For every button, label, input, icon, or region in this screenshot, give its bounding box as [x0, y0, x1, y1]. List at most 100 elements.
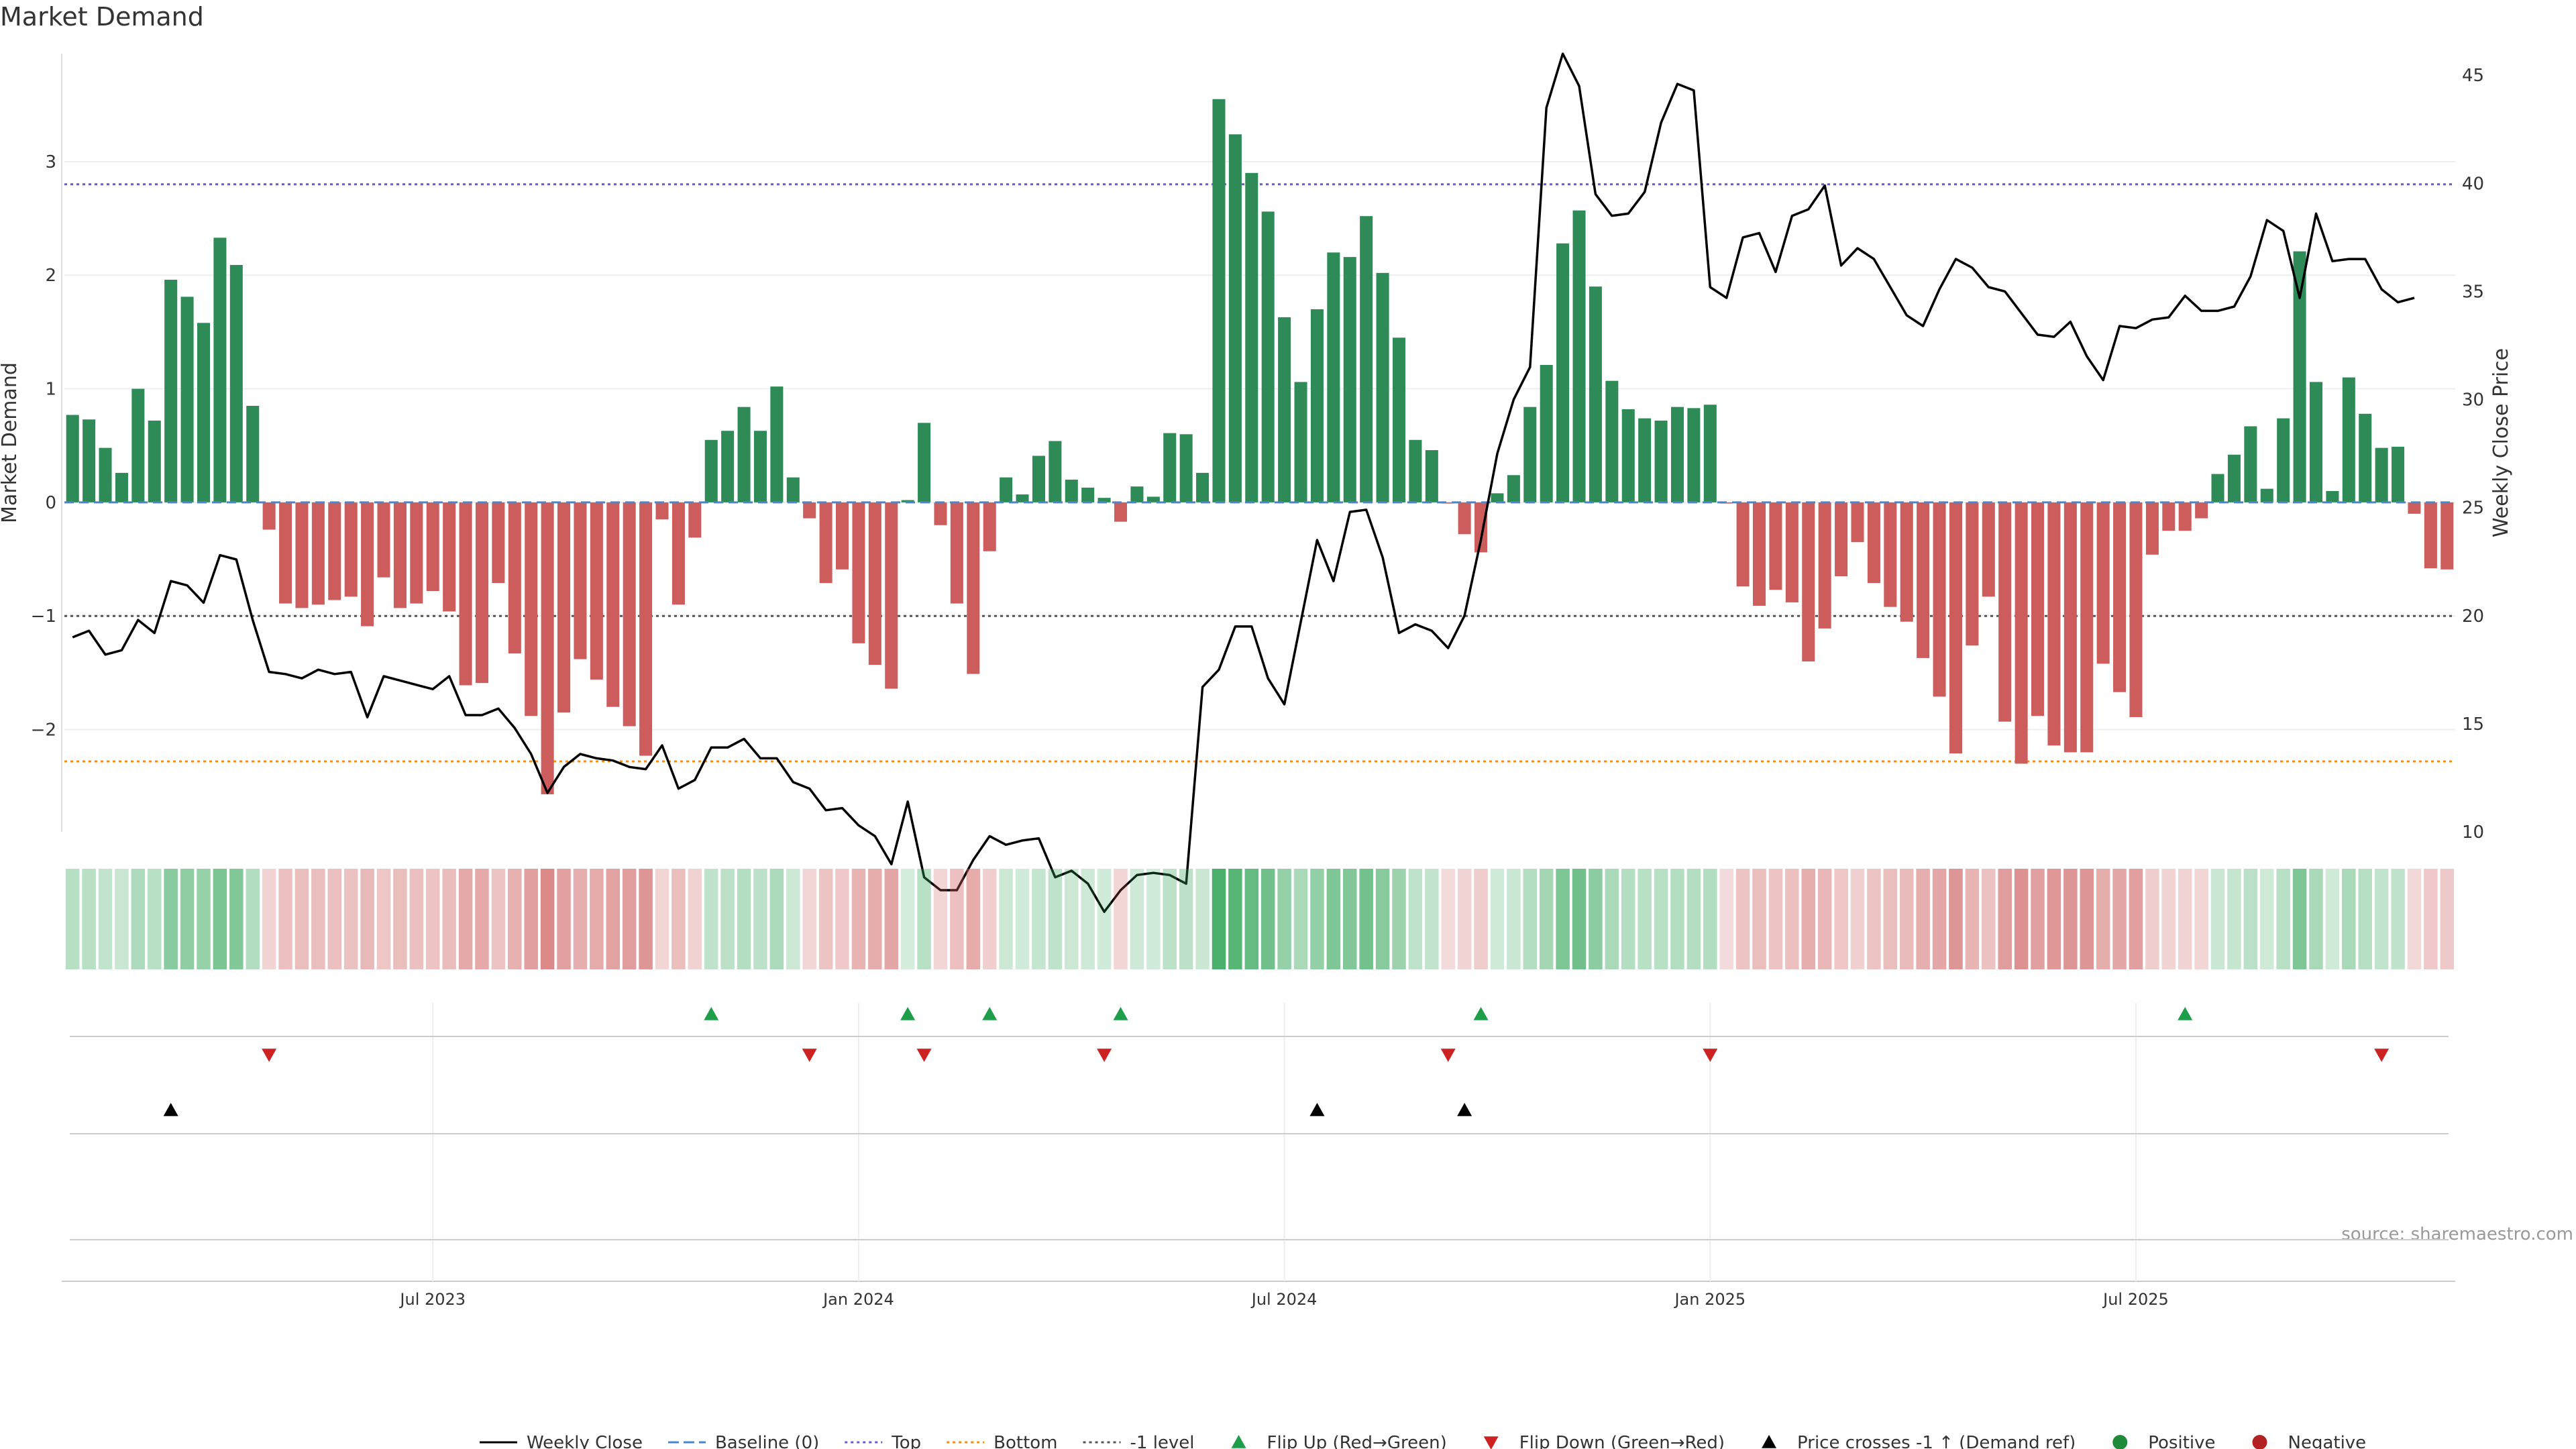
heat-cell-positive: [1097, 869, 1112, 969]
legend-label: -1 level: [1130, 1433, 1195, 1449]
heat-cell-negative: [818, 869, 833, 969]
demand-bar-positive: [115, 472, 128, 502]
demand-bar-negative: [1867, 502, 1880, 584]
demand-bar-positive: [1621, 409, 1635, 502]
demand-bar-positive: [1000, 477, 1013, 502]
heat-cell-positive: [98, 869, 113, 969]
demand-bar-positive: [1491, 493, 1504, 502]
demand-bar-negative: [803, 502, 816, 519]
demand-bar-positive: [2227, 454, 2241, 502]
demand-bar-positive: [2342, 377, 2355, 502]
heat-cell-negative: [2129, 869, 2143, 969]
chart-layers: −2 −1 0 1 2 3 10 15 20 25 30 35 40 45 Jul 2023 Jan 2024…: [31, 52, 2484, 1449]
demand-bar-negative: [393, 502, 407, 608]
heat-cell-negative: [2178, 869, 2192, 969]
heat-cell-negative: [1801, 869, 1816, 969]
heat-cell-negative: [2194, 869, 2208, 969]
heat-cell-negative: [458, 869, 473, 969]
y2-tick-label: 25: [2462, 498, 2484, 519]
demand-bar-positive: [180, 297, 194, 502]
heat-cell-positive: [753, 869, 767, 969]
demand-bar-positive: [1179, 434, 1193, 502]
heat-cell-positive: [769, 869, 784, 969]
y-axis-label: Market Demand: [0, 362, 21, 523]
heat-cell-negative: [2063, 869, 2078, 969]
demand-bar-negative: [2047, 502, 2061, 746]
heat-cell-negative: [1114, 869, 1128, 969]
heat-cell-positive: [1425, 869, 1439, 969]
flip-down-marker: [916, 1049, 932, 1062]
y2-tick-label: 45: [2462, 66, 2484, 86]
heat-cell-negative: [393, 869, 407, 969]
demand-bar-positive: [1097, 498, 1111, 502]
heat-cell-positive: [2325, 869, 2340, 969]
heat-cell-positive: [1146, 869, 1161, 969]
y2-tick-label: 35: [2462, 282, 2484, 302]
demand-bar-negative: [410, 502, 423, 604]
demand-bar-positive: [1049, 441, 1062, 502]
heat-cell-negative: [655, 869, 669, 969]
flip-up-marker: [1113, 1007, 1128, 1020]
heat-cell-positive: [1163, 869, 1177, 969]
heat-cell-positive: [229, 869, 244, 969]
heat-cell-positive: [2276, 869, 2290, 969]
y2-tick-label: 40: [2462, 174, 2484, 194]
demand-bar-negative: [983, 502, 996, 551]
heat-cell-positive: [2243, 869, 2258, 969]
demand-bar-negative: [2424, 502, 2437, 569]
demand-bar-positive: [1228, 134, 1242, 502]
demand-bar-positive: [1294, 382, 1307, 502]
demand-bar-negative: [655, 502, 669, 520]
heat-cell-negative: [327, 869, 342, 969]
weekly-close-line: [72, 52, 2415, 913]
demand-bar-positive: [1638, 418, 1652, 502]
heat-cell-negative: [1916, 869, 1930, 969]
demand-bar-positive: [197, 323, 211, 502]
demand-bar-positive: [99, 447, 112, 502]
heat-cell-positive: [999, 869, 1013, 969]
legend-dot: [2252, 1435, 2267, 1449]
heat-cell-positive: [197, 869, 211, 969]
demand-bar-negative: [836, 502, 849, 570]
demand-bar-negative: [459, 502, 472, 686]
demand-bar-negative: [262, 502, 276, 530]
heat-cell-positive: [1539, 869, 1554, 969]
demand-bar-negative: [885, 502, 898, 689]
heat-cell-negative: [2080, 869, 2094, 969]
demand-bar-positive: [737, 407, 751, 502]
heat-cell-positive: [2292, 869, 2307, 969]
demand-bar-negative: [623, 502, 636, 727]
heat-cell-positive: [2210, 869, 2225, 969]
heat-cell-negative: [2407, 869, 2422, 969]
x-tick-label: Jan 2024: [822, 1290, 894, 1309]
demand-bar-negative: [2129, 502, 2143, 717]
heat-cell-positive: [1654, 869, 1668, 969]
demand-bar-negative: [328, 502, 341, 600]
heat-cell-negative: [950, 869, 964, 969]
demand-bar-positive: [1376, 272, 1389, 502]
heat-cell-positive: [148, 869, 162, 969]
demand-bar-negative: [475, 502, 488, 684]
demand-bar-positive: [1343, 257, 1356, 502]
flip-down-marker: [262, 1049, 277, 1062]
heat-cell-negative: [851, 869, 866, 969]
heat-cell-negative: [2047, 869, 2061, 969]
heat-cell-positive: [720, 869, 735, 969]
legend-dot: [2112, 1435, 2128, 1449]
demand-bar-negative: [1458, 502, 1471, 535]
heat-cell-negative: [884, 869, 899, 969]
flip-up-marker: [2178, 1007, 2193, 1020]
demand-bar-negative: [1785, 502, 1799, 602]
heat-cell-negative: [1899, 869, 1914, 969]
heat-cell-negative: [1457, 869, 1472, 969]
demand-bar-negative: [639, 502, 653, 756]
heat-cell-positive: [1556, 869, 1570, 969]
legend-marker: [1483, 1436, 1499, 1449]
heat-cell-positive: [246, 869, 260, 969]
heat-cell-positive: [1015, 869, 1030, 969]
demand-bar-positive: [1016, 494, 1029, 502]
x-tick-label: Jul 2024: [1250, 1290, 1318, 1309]
heat-cell-negative: [376, 869, 391, 969]
demand-bar-negative: [2162, 502, 2176, 531]
demand-bar-positive: [83, 419, 96, 502]
